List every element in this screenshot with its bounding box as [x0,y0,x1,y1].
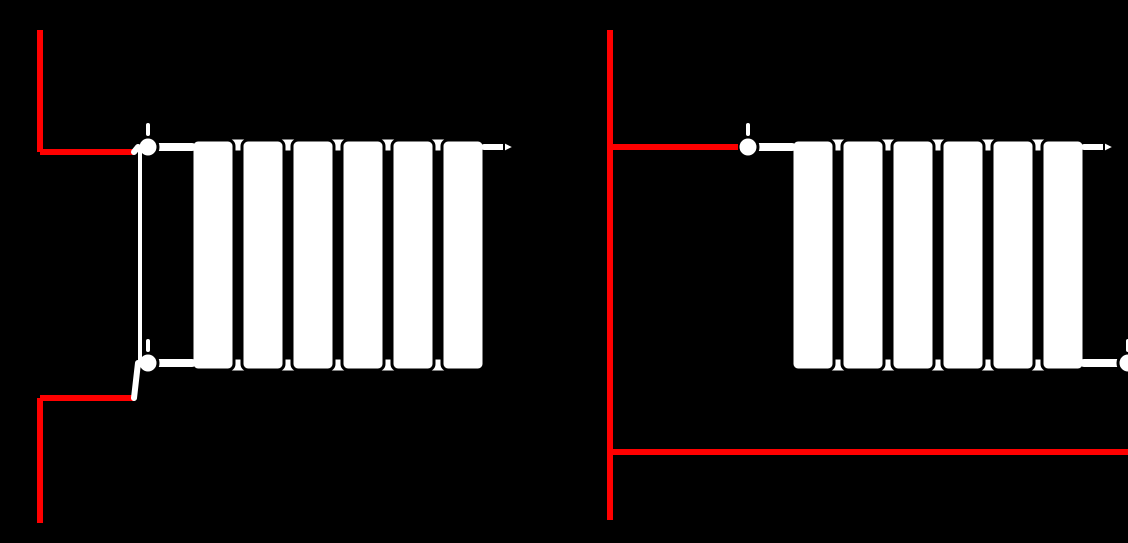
valve-icon [738,137,758,157]
radiator-section [892,140,934,370]
air-vent-cap [1104,142,1114,152]
air-vent-cap [504,142,514,152]
radiator-section [442,140,484,370]
radiator-header-top [198,138,478,152]
stub [134,363,138,398]
radiator-section [242,140,284,370]
radiator-section [1042,140,1084,370]
radiator-section [992,140,1034,370]
radiator-header-top [798,138,1078,152]
radiator-header-bottom [798,358,1078,372]
radiator-section [392,140,434,370]
valve-icon [1118,353,1128,373]
radiator-section [792,140,834,370]
radiator-section [942,140,984,370]
radiator-header-bottom [198,358,478,372]
radiator-section [192,140,234,370]
radiator-section [292,140,334,370]
radiator-section [842,140,884,370]
diagram-right [610,30,1128,520]
diagram-left [40,30,514,523]
stub [134,147,138,152]
radiator-section [342,140,384,370]
